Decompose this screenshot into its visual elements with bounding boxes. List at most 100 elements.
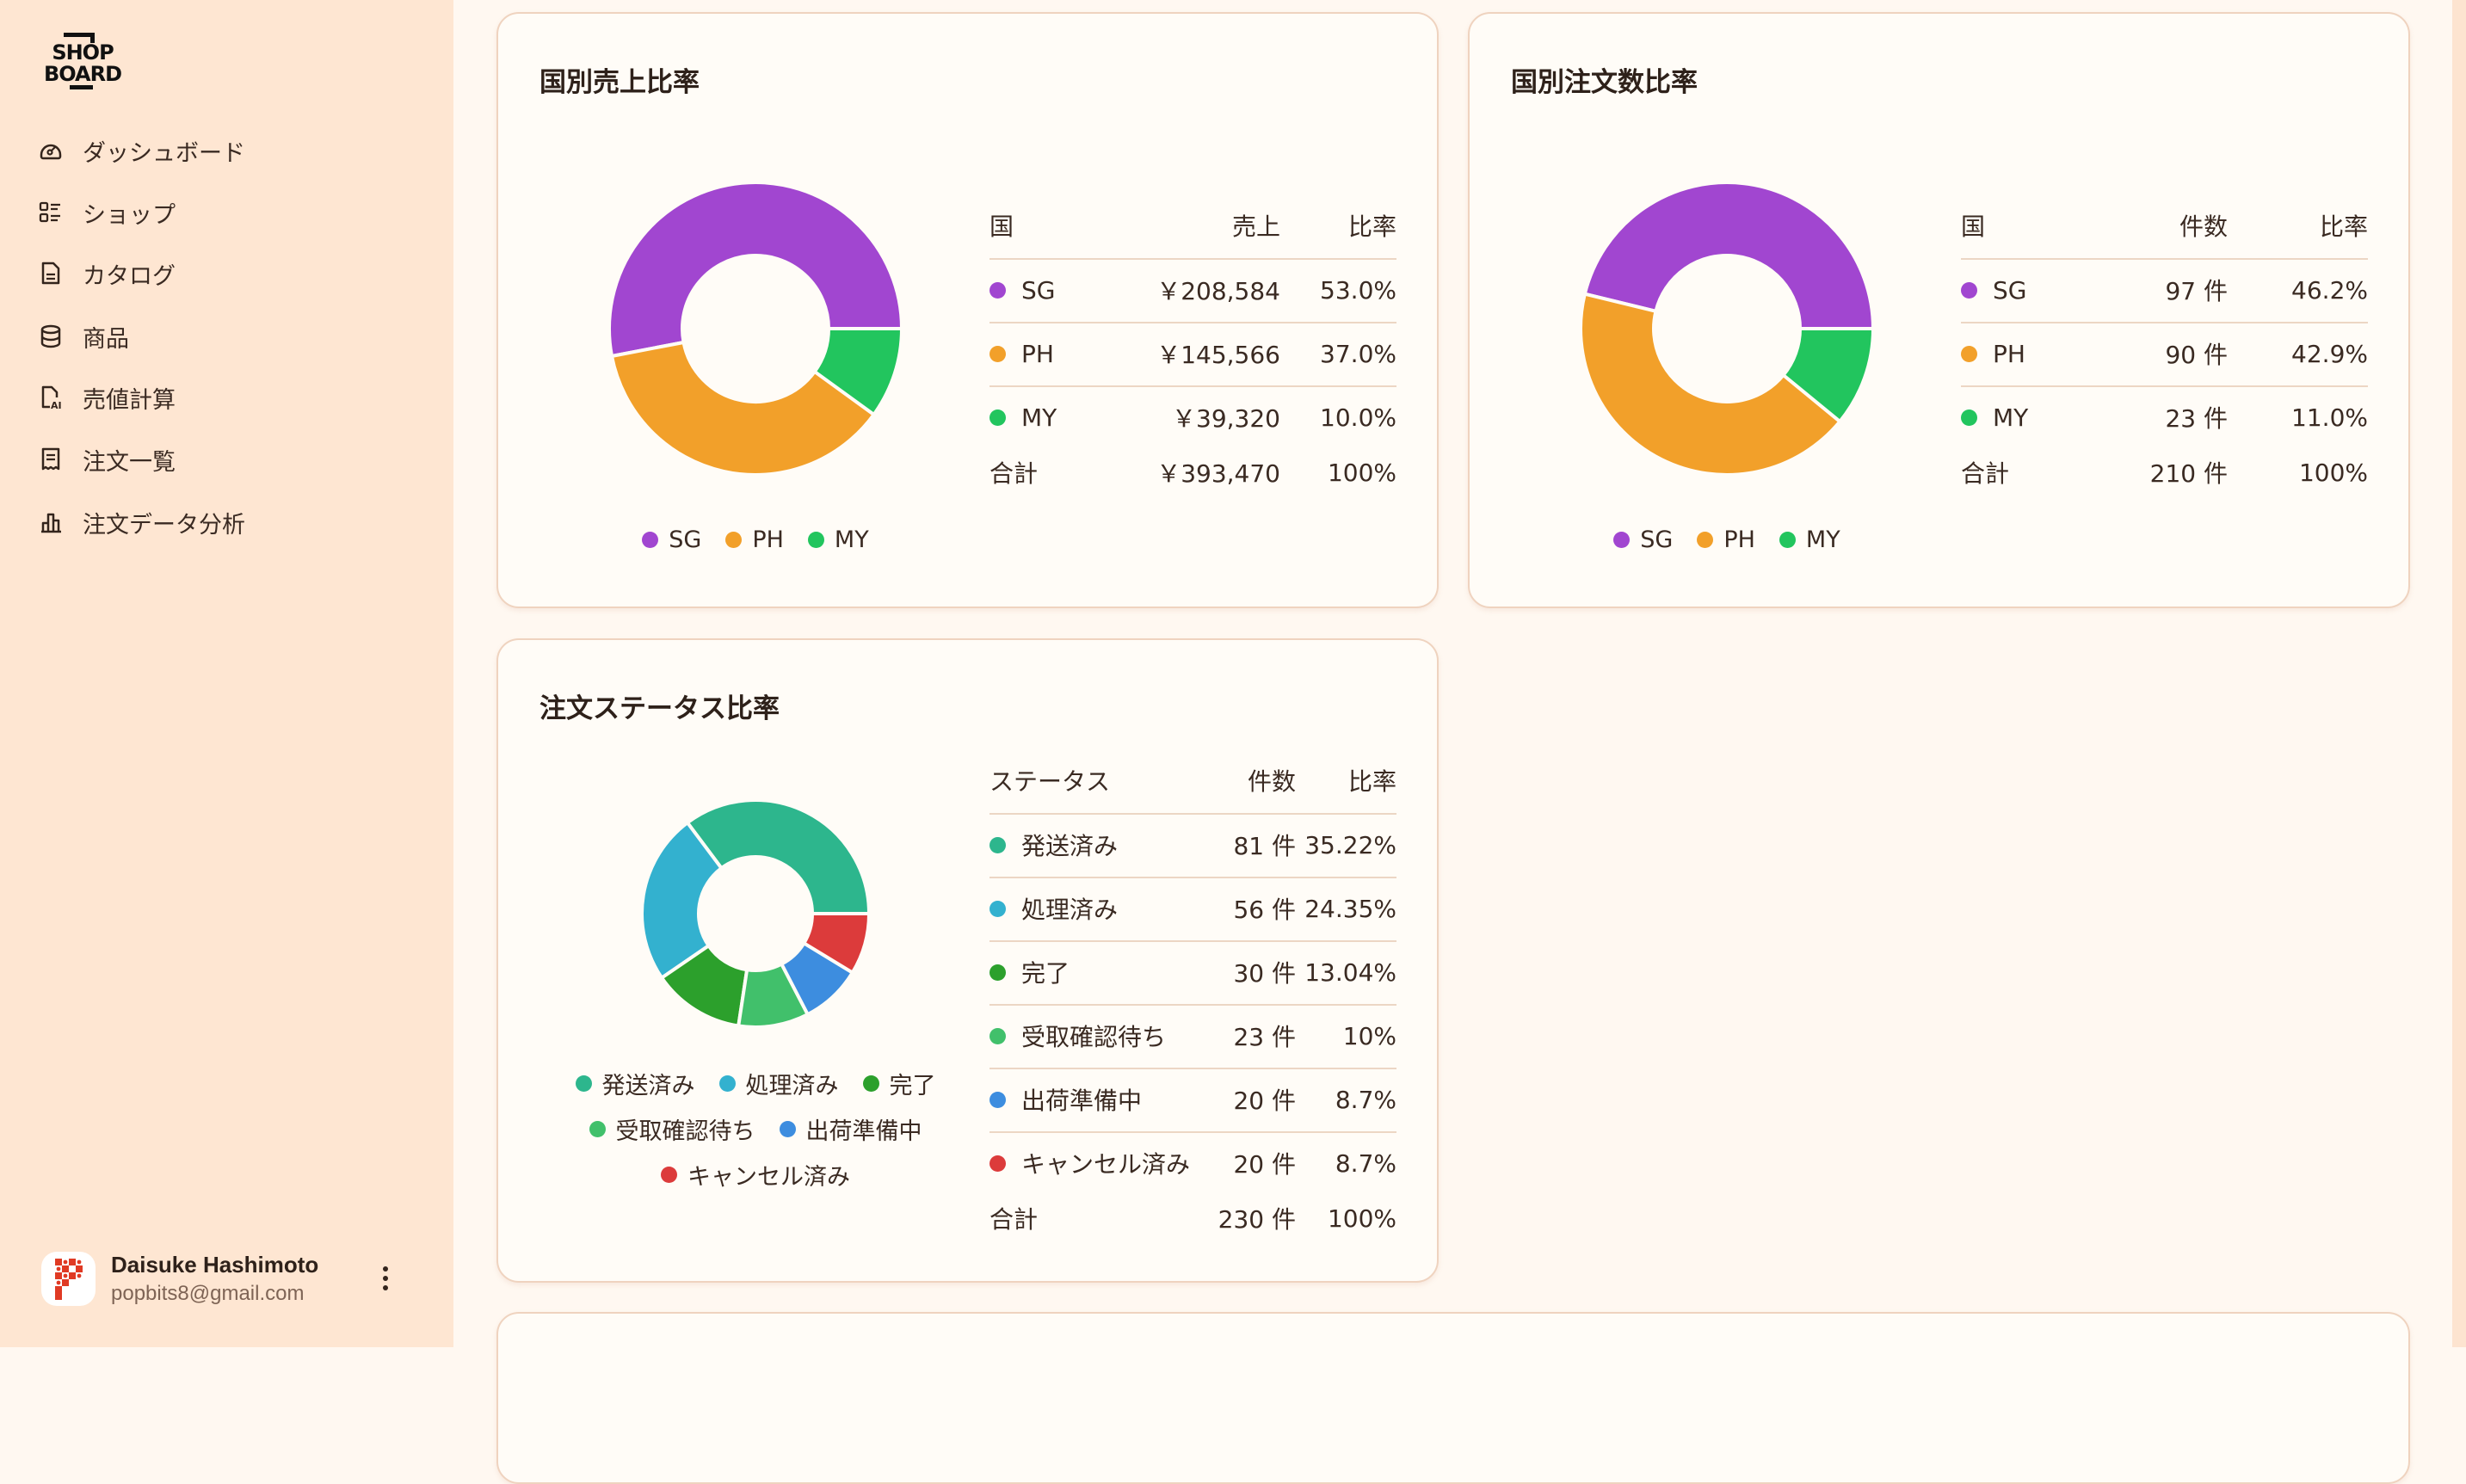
cell-ratio: 46.2% [2291, 275, 2368, 305]
legend-swatch [725, 532, 743, 548]
donut-slice-MY[interactable] [811, 327, 904, 417]
cell-label: PH [1993, 339, 2025, 368]
sidebar-item-1[interactable]: ダッシュボード [38, 126, 245, 175]
sidebar-item-6[interactable]: 注文一覧 [38, 435, 176, 483]
row-swatch [989, 836, 1006, 853]
legend-item[interactable]: 出荷準備中 [779, 1112, 922, 1146]
cell-label: 出荷準備中 [1021, 1087, 1143, 1115]
cell-value: 20 件 [1233, 1150, 1296, 1179]
table-header: ステータス 件数 比率 [989, 763, 1396, 797]
donut-slice-MY[interactable] [1780, 327, 1876, 424]
donut-slice-SG[interactable] [1582, 181, 1876, 330]
row-swatch [989, 281, 1006, 299]
row-swatch [989, 345, 1006, 362]
table-row: PH ￥145,566 37.0% [989, 336, 1396, 371]
donut-slice-発送済み[interactable] [685, 798, 872, 915]
chart-legend: 発送済み 処理済み 完了受取確認待ち 出荷準備中キャンセル済み [553, 1067, 958, 1192]
legend-swatch [779, 1121, 796, 1137]
cell-ratio: 24.35% [1304, 894, 1396, 923]
more-options-icon[interactable] [375, 1263, 396, 1294]
legend-item[interactable]: キャンセル済み [661, 1158, 850, 1192]
legend-item[interactable]: PH [725, 526, 784, 553]
cell-ratio: 比率 [2319, 212, 2368, 241]
sidebar-item-label: 注文データ分析 [83, 511, 245, 539]
sidebar-item-7[interactable]: 注文データ分析 [38, 498, 245, 546]
table-row: PH 90 件 42.9% [1961, 336, 2368, 371]
cell-ratio: 10.0% [1320, 403, 1396, 432]
legend-swatch [807, 532, 824, 548]
donut-slice-処理済み[interactable] [640, 820, 724, 981]
legend-label: SG [669, 526, 702, 553]
divider [989, 940, 1396, 942]
chart-legend: SG PH MY [540, 526, 971, 553]
donut-chart [640, 798, 872, 1029]
row-swatch [989, 1027, 1006, 1044]
cell-value: 90 件 [2165, 341, 2228, 369]
donut-slice-PH[interactable] [1579, 292, 1843, 477]
cell-value: ￥208,584 [1156, 277, 1280, 305]
legend-item[interactable]: SG [642, 526, 701, 553]
data-table: 国 件数 比率 SG 97 件 46.2% PH 90 件 42.9% MY 23 件 11.0% 合計… [1961, 14, 2368, 607]
divider [989, 1131, 1396, 1133]
legend-item[interactable]: PH [1697, 526, 1755, 553]
shop-board-logo[interactable]: SHOP BOARD [38, 31, 127, 91]
cell-ratio: 100% [1327, 458, 1396, 487]
cell-value: 81 件 [1233, 832, 1296, 860]
sidebar-item-3[interactable]: カタログ [38, 249, 176, 298]
cell-ratio: 8.7% [1335, 1085, 1396, 1114]
legend-swatch [862, 1075, 879, 1092]
database-icon [40, 324, 61, 348]
legend-item[interactable]: 発送済み [575, 1067, 695, 1100]
table-row: MY 23 件 11.0% [1961, 400, 2368, 434]
cell-label: ステータス [989, 767, 1111, 796]
donut-slice-SG[interactable] [607, 181, 904, 359]
legend-swatch [1779, 532, 1796, 548]
cell-ratio: 100% [1327, 1204, 1396, 1233]
donut-chart [1579, 181, 1876, 477]
legend-item[interactable]: MY [1779, 526, 1840, 553]
table-row: 受取確認待ち 23 件 10% [989, 1019, 1396, 1053]
row-swatch [1961, 409, 1977, 426]
cell-ratio: 8.7% [1335, 1148, 1396, 1178]
svg-text:SHOP: SHOP [52, 40, 114, 65]
row-swatch [989, 409, 1006, 426]
table-total-row: 合計 210 件 100% [1961, 455, 2368, 490]
sidebar-item-label: カタログ [83, 262, 176, 290]
sidebar-item-2[interactable]: ショップ [38, 188, 176, 237]
legend-item[interactable]: 完了 [862, 1067, 936, 1100]
legend-label: SG [1640, 526, 1674, 553]
legend-item[interactable]: SG [1613, 526, 1673, 553]
sidebar-item-4[interactable]: 商品 [38, 312, 129, 360]
cell-label: MY [1021, 403, 1057, 432]
legend-label: 完了 [889, 1073, 936, 1099]
user-name: Daisuke Hashimoto [111, 1252, 319, 1278]
legend-label: PH [1723, 526, 1755, 553]
table-row: 処理済み 56 件 24.35% [989, 891, 1396, 926]
divider [1961, 322, 2368, 323]
table-row: キャンセル済み 20 件 8.7% [989, 1146, 1396, 1180]
donut-slice-PH[interactable] [609, 340, 877, 477]
divider [989, 877, 1396, 878]
cell-ratio: 42.9% [2291, 339, 2368, 368]
cell-label: 処理済み [1021, 896, 1119, 924]
legend-label: 受取確認待ち [615, 1118, 755, 1145]
legend-item[interactable]: 処理済み [718, 1067, 839, 1100]
cell-value: 23 件 [2165, 404, 2228, 433]
sidebar-item-label: 商品 [83, 325, 129, 353]
scrollbar-track[interactable] [2452, 0, 2466, 1347]
legend-swatch [575, 1075, 592, 1092]
user-profile[interactable]: Daisuke Hashimoto popbits8@gmail.com [41, 1252, 318, 1306]
legend-item[interactable]: MY [807, 526, 869, 553]
legend-item[interactable]: 受取確認待ち [589, 1112, 755, 1146]
donut-slice-キャンセル済み[interactable] [801, 912, 872, 976]
pixel-p-logo-icon [54, 1258, 83, 1300]
cell-label: 国 [989, 212, 1014, 241]
divider [989, 258, 1396, 260]
table-row: SG 97 件 46.2% [1961, 273, 2368, 307]
table-row: 完了 30 件 13.04% [989, 955, 1396, 989]
cell-ratio: 35.22% [1304, 830, 1396, 859]
cell-value: 30 件 [1233, 959, 1296, 988]
row-swatch [989, 1155, 1006, 1172]
sidebar-item-5[interactable]: AI 売値計算 [38, 373, 176, 422]
sidebar-item-label: 注文一覧 [83, 448, 176, 476]
